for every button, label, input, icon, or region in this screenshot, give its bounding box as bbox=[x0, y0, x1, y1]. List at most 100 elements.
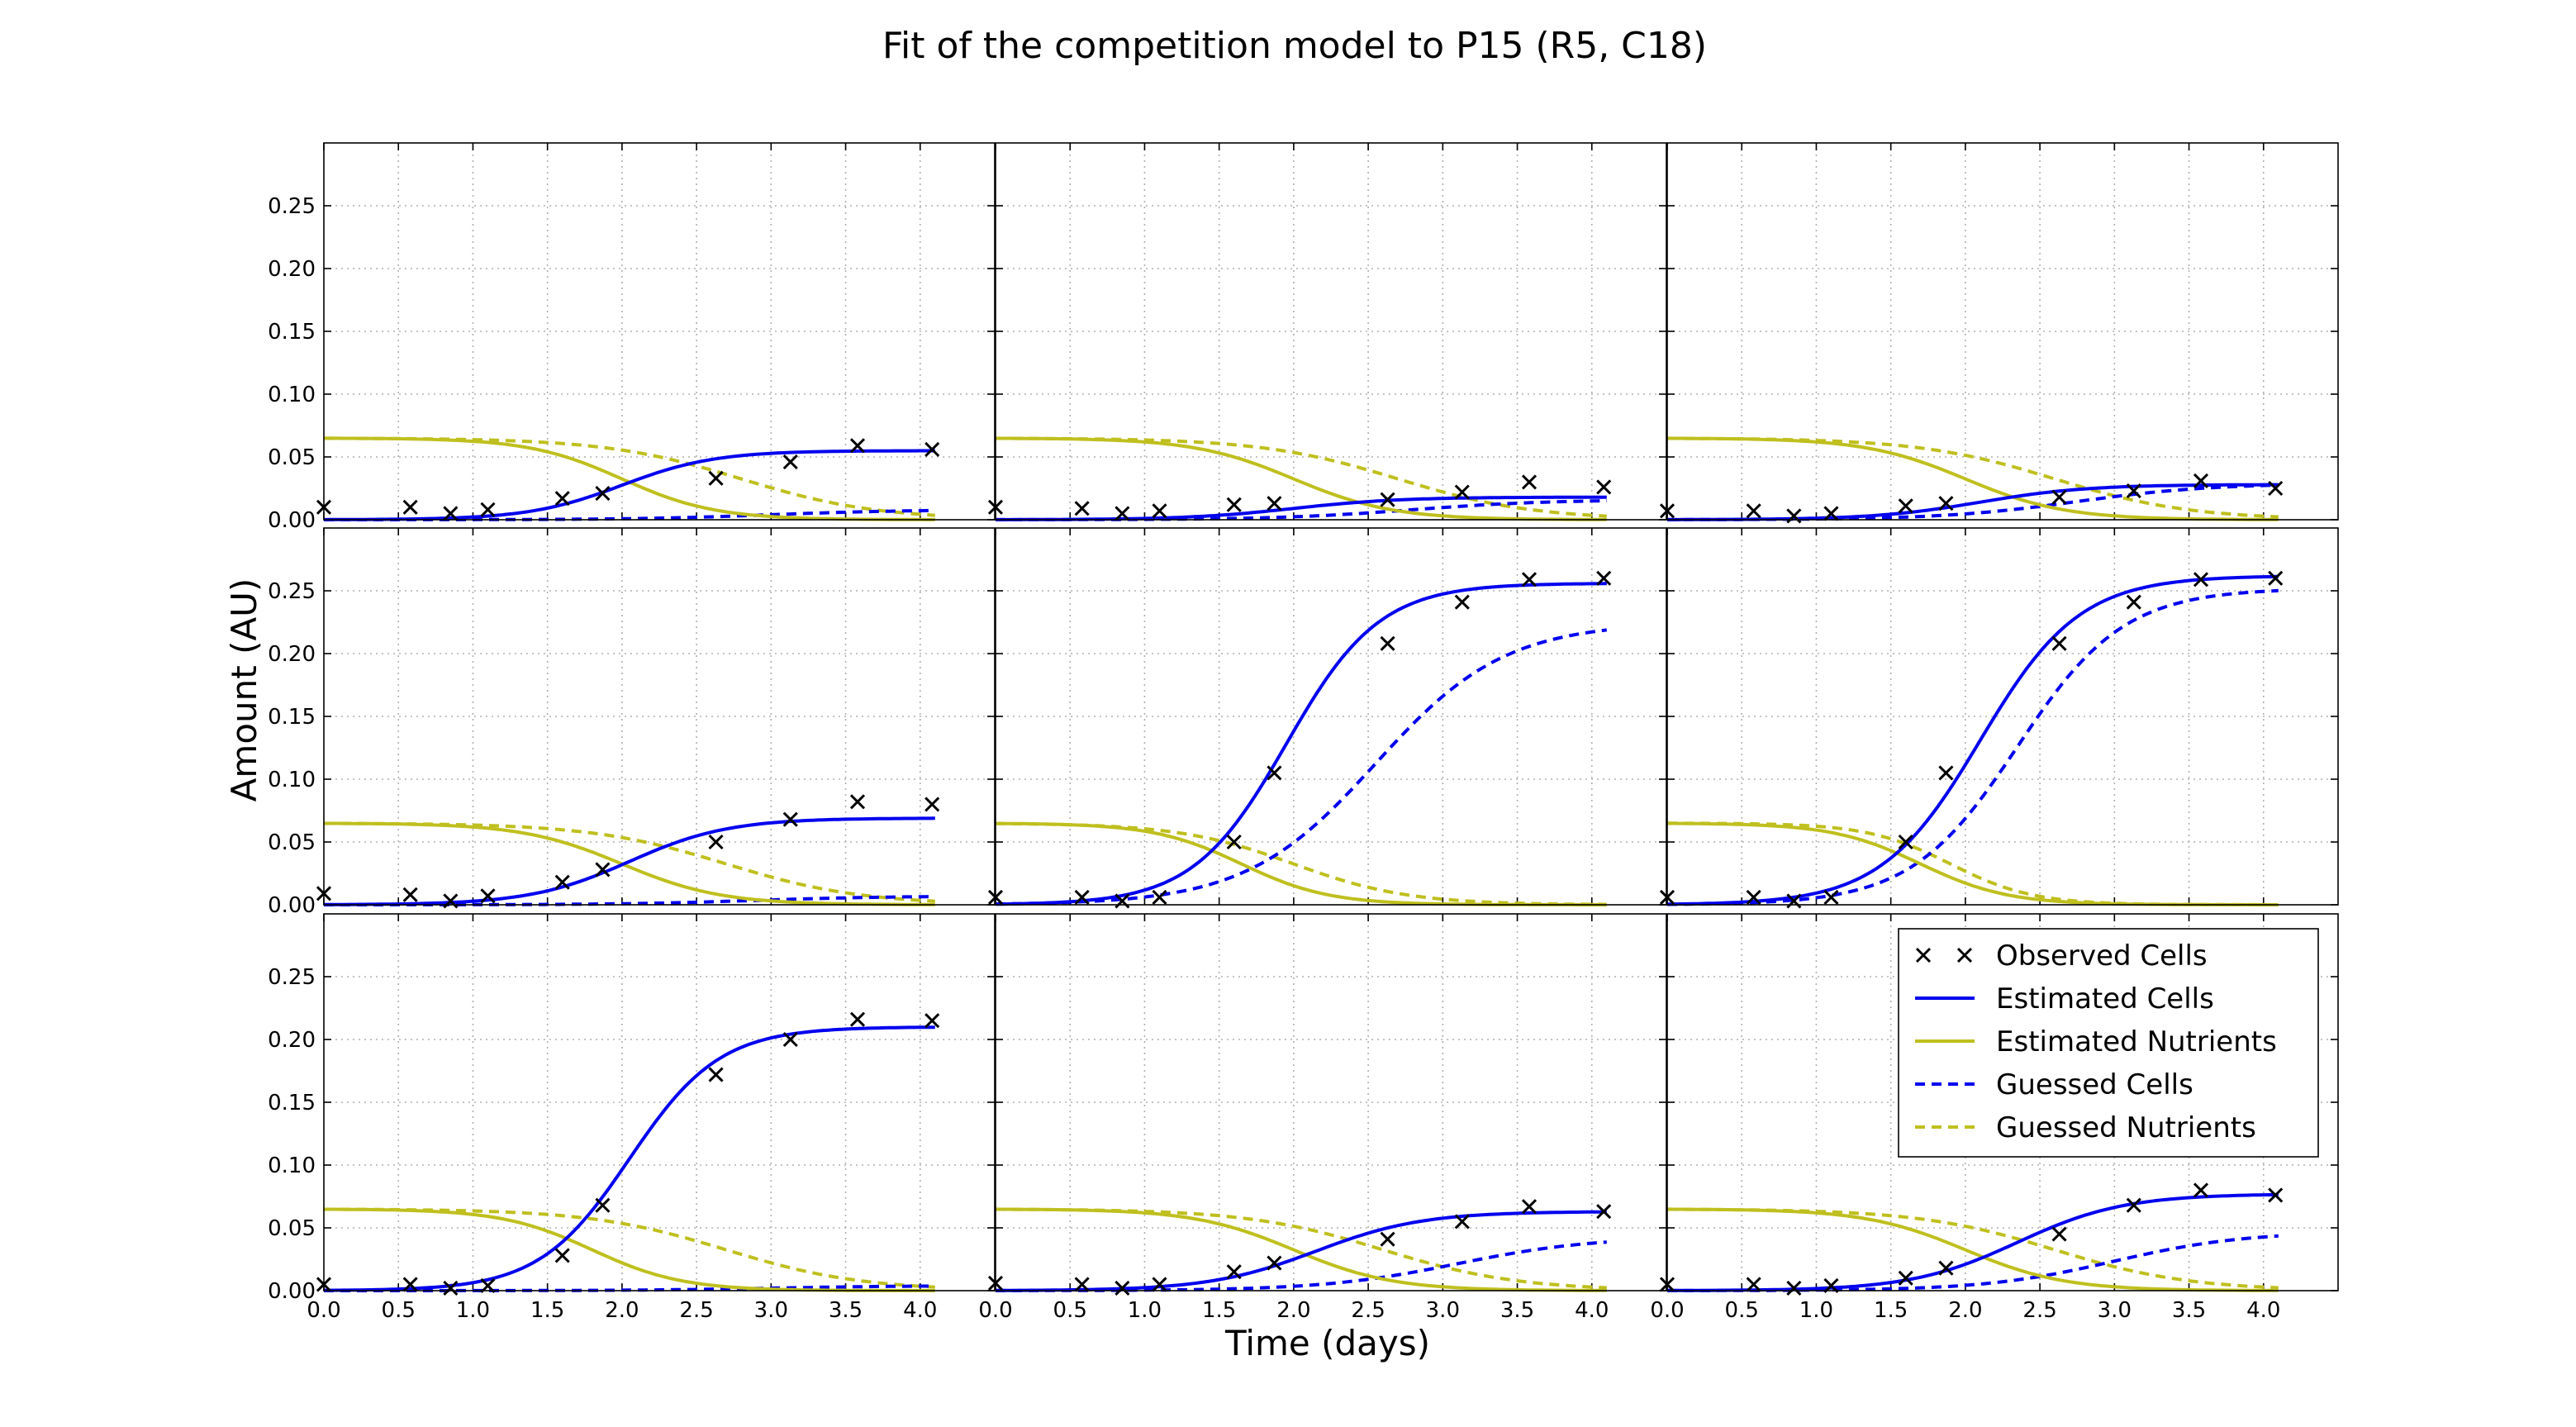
panel-8: 0.0 0.5 1.0 1.5 2.0 2.5 3.0 3.5 4.0 bbox=[978, 913, 1667, 1323]
y-tick-label: 0.05 bbox=[268, 830, 316, 855]
estimated-cells-line bbox=[1666, 574, 2279, 906]
observed-cell-point bbox=[2268, 570, 2284, 586]
estimated-nutrients-line bbox=[995, 436, 1607, 521]
x-tick-label: 4.0 bbox=[903, 1298, 937, 1323]
estimated-nutrients-line bbox=[323, 821, 935, 906]
observed-cell-point bbox=[1454, 594, 1470, 610]
estimated-nutrients-line bbox=[1666, 1207, 2279, 1292]
x-tick-label: 0.5 bbox=[1725, 1298, 1759, 1323]
legend-marker-observed bbox=[1956, 947, 1973, 963]
observed-cell-point bbox=[1454, 484, 1470, 500]
observed-cell-point bbox=[1152, 889, 1167, 905]
observed-cell-point bbox=[2126, 594, 2141, 610]
observed-cell-point bbox=[2051, 635, 2067, 651]
estimated-cells-line bbox=[324, 816, 935, 906]
observed-cell-point bbox=[480, 502, 496, 517]
panel-1: 0.00 0.05 0.10 0.15 0.20 0.25 bbox=[268, 142, 996, 533]
observed-cell-point bbox=[1938, 765, 1954, 781]
x-tick-label: 3.0 bbox=[2098, 1298, 2132, 1323]
x-tick-label: 0.0 bbox=[978, 1298, 1012, 1323]
observed-cell-point bbox=[924, 797, 940, 812]
observed-cell-point bbox=[708, 1067, 724, 1082]
y-tick-label: 0.25 bbox=[268, 194, 316, 219]
observed-cell-point bbox=[1115, 506, 1130, 521]
panel-frame bbox=[995, 913, 1667, 1291]
observed-cell-point bbox=[924, 441, 940, 457]
observed-cell-point bbox=[2051, 1226, 2067, 1242]
x-tick-label: 2.0 bbox=[1948, 1298, 1982, 1323]
panel-7: 0.00 0.05 0.10 0.15 0.20 0.25 0.0 0.5 1.0 1.5 2.0 2… bbox=[268, 913, 996, 1323]
observed-cell-point bbox=[1267, 496, 1282, 511]
observed-cell-point bbox=[2193, 572, 2209, 587]
x-tick-label: 1.0 bbox=[1799, 1298, 1833, 1323]
observed-cell-point bbox=[1380, 635, 1395, 651]
observed-cell-point bbox=[708, 470, 724, 486]
legend-item: Guessed Nutrients bbox=[1915, 1111, 2256, 1144]
estimated-cells-line bbox=[995, 1210, 1607, 1292]
observed-cell-point bbox=[554, 491, 570, 507]
observed-cell-point bbox=[595, 486, 611, 502]
y-tick-label: 0.05 bbox=[268, 1216, 316, 1241]
legend-label: Observed Cells bbox=[1996, 939, 2208, 973]
observed-cell-point bbox=[2126, 1197, 2141, 1213]
observed-cell-point bbox=[1521, 572, 1538, 587]
observed-cell-point bbox=[849, 794, 866, 810]
observed-cell-point bbox=[443, 506, 459, 521]
observed-cell-point bbox=[1454, 1214, 1470, 1230]
x-tick-label: 4.0 bbox=[1575, 1298, 1609, 1323]
y-tick-label: 0.00 bbox=[268, 1279, 316, 1304]
observed-cell-point bbox=[924, 1013, 940, 1029]
x-tick-label: 4.0 bbox=[2246, 1298, 2280, 1323]
y-tick-label: 0.00 bbox=[268, 893, 316, 918]
observed-cell-point bbox=[1074, 1277, 1090, 1292]
y-tick-label: 0.20 bbox=[268, 257, 316, 282]
observed-cell-point bbox=[2051, 489, 2067, 505]
y-tick-label: 0.20 bbox=[268, 1028, 316, 1053]
observed-cell-point bbox=[2126, 483, 2141, 499]
panel-frame bbox=[323, 527, 996, 906]
x-tick-label: 0.5 bbox=[382, 1298, 416, 1323]
panel-2 bbox=[987, 142, 1667, 521]
y-tick-label: 0.10 bbox=[268, 383, 316, 407]
x-tick-label: 1.0 bbox=[1128, 1298, 1162, 1323]
x-tick-label: 3.0 bbox=[1426, 1298, 1460, 1323]
y-tick-label: 0.05 bbox=[268, 445, 316, 470]
observed-cell-point bbox=[1823, 506, 1839, 521]
observed-cell-point bbox=[595, 862, 611, 878]
observed-cell-point bbox=[1786, 1280, 1802, 1296]
observed-cell-point bbox=[1823, 889, 1839, 905]
observed-cell-point bbox=[782, 811, 798, 827]
observed-cell-point bbox=[1380, 492, 1395, 507]
observed-cell-point bbox=[1226, 834, 1242, 850]
figure-title: Fit of the competition model to P15 (R5,… bbox=[882, 25, 1707, 67]
x-tick-label: 0.5 bbox=[1053, 1298, 1087, 1323]
y-tick-label: 0.10 bbox=[268, 768, 316, 792]
observed-cell-point bbox=[1596, 1204, 1612, 1220]
x-tick-label: 0.0 bbox=[1650, 1298, 1684, 1323]
y-tick-label: 0.25 bbox=[268, 579, 316, 604]
observed-cell-point bbox=[1152, 1277, 1167, 1292]
observed-cell-point bbox=[1521, 474, 1538, 490]
observed-cell-point bbox=[554, 1248, 570, 1263]
observed-cell-point bbox=[1898, 834, 1913, 850]
observed-cell-point bbox=[2268, 1187, 2284, 1203]
legend-item: Guessed Cells bbox=[1915, 1068, 2193, 1101]
observed-cell-point bbox=[2268, 480, 2284, 497]
x-tick-label: 1.0 bbox=[456, 1298, 490, 1323]
panel-4: 0.00 0.05 0.10 0.15 0.20 0.25 bbox=[268, 527, 996, 918]
observed-cell-point bbox=[1938, 1260, 1954, 1276]
y-tick-label: 0.25 bbox=[268, 965, 316, 990]
legend-label: Estimated Cells bbox=[1996, 982, 2214, 1016]
observed-cell-point bbox=[1226, 1264, 1242, 1280]
x-tick-label: 2.0 bbox=[605, 1298, 639, 1323]
x-tick-label: 3.5 bbox=[2172, 1298, 2206, 1323]
panel-frame bbox=[1666, 527, 2339, 906]
panel-6 bbox=[1659, 527, 2339, 909]
observed-cell-point bbox=[595, 1197, 611, 1213]
panel-frame bbox=[323, 913, 996, 1291]
estimated-cells-line bbox=[323, 449, 935, 521]
x-tick-label: 3.5 bbox=[1500, 1298, 1534, 1323]
legend-label: Guessed Nutrients bbox=[1996, 1111, 2256, 1144]
y-tick-label: 0.15 bbox=[268, 705, 316, 730]
